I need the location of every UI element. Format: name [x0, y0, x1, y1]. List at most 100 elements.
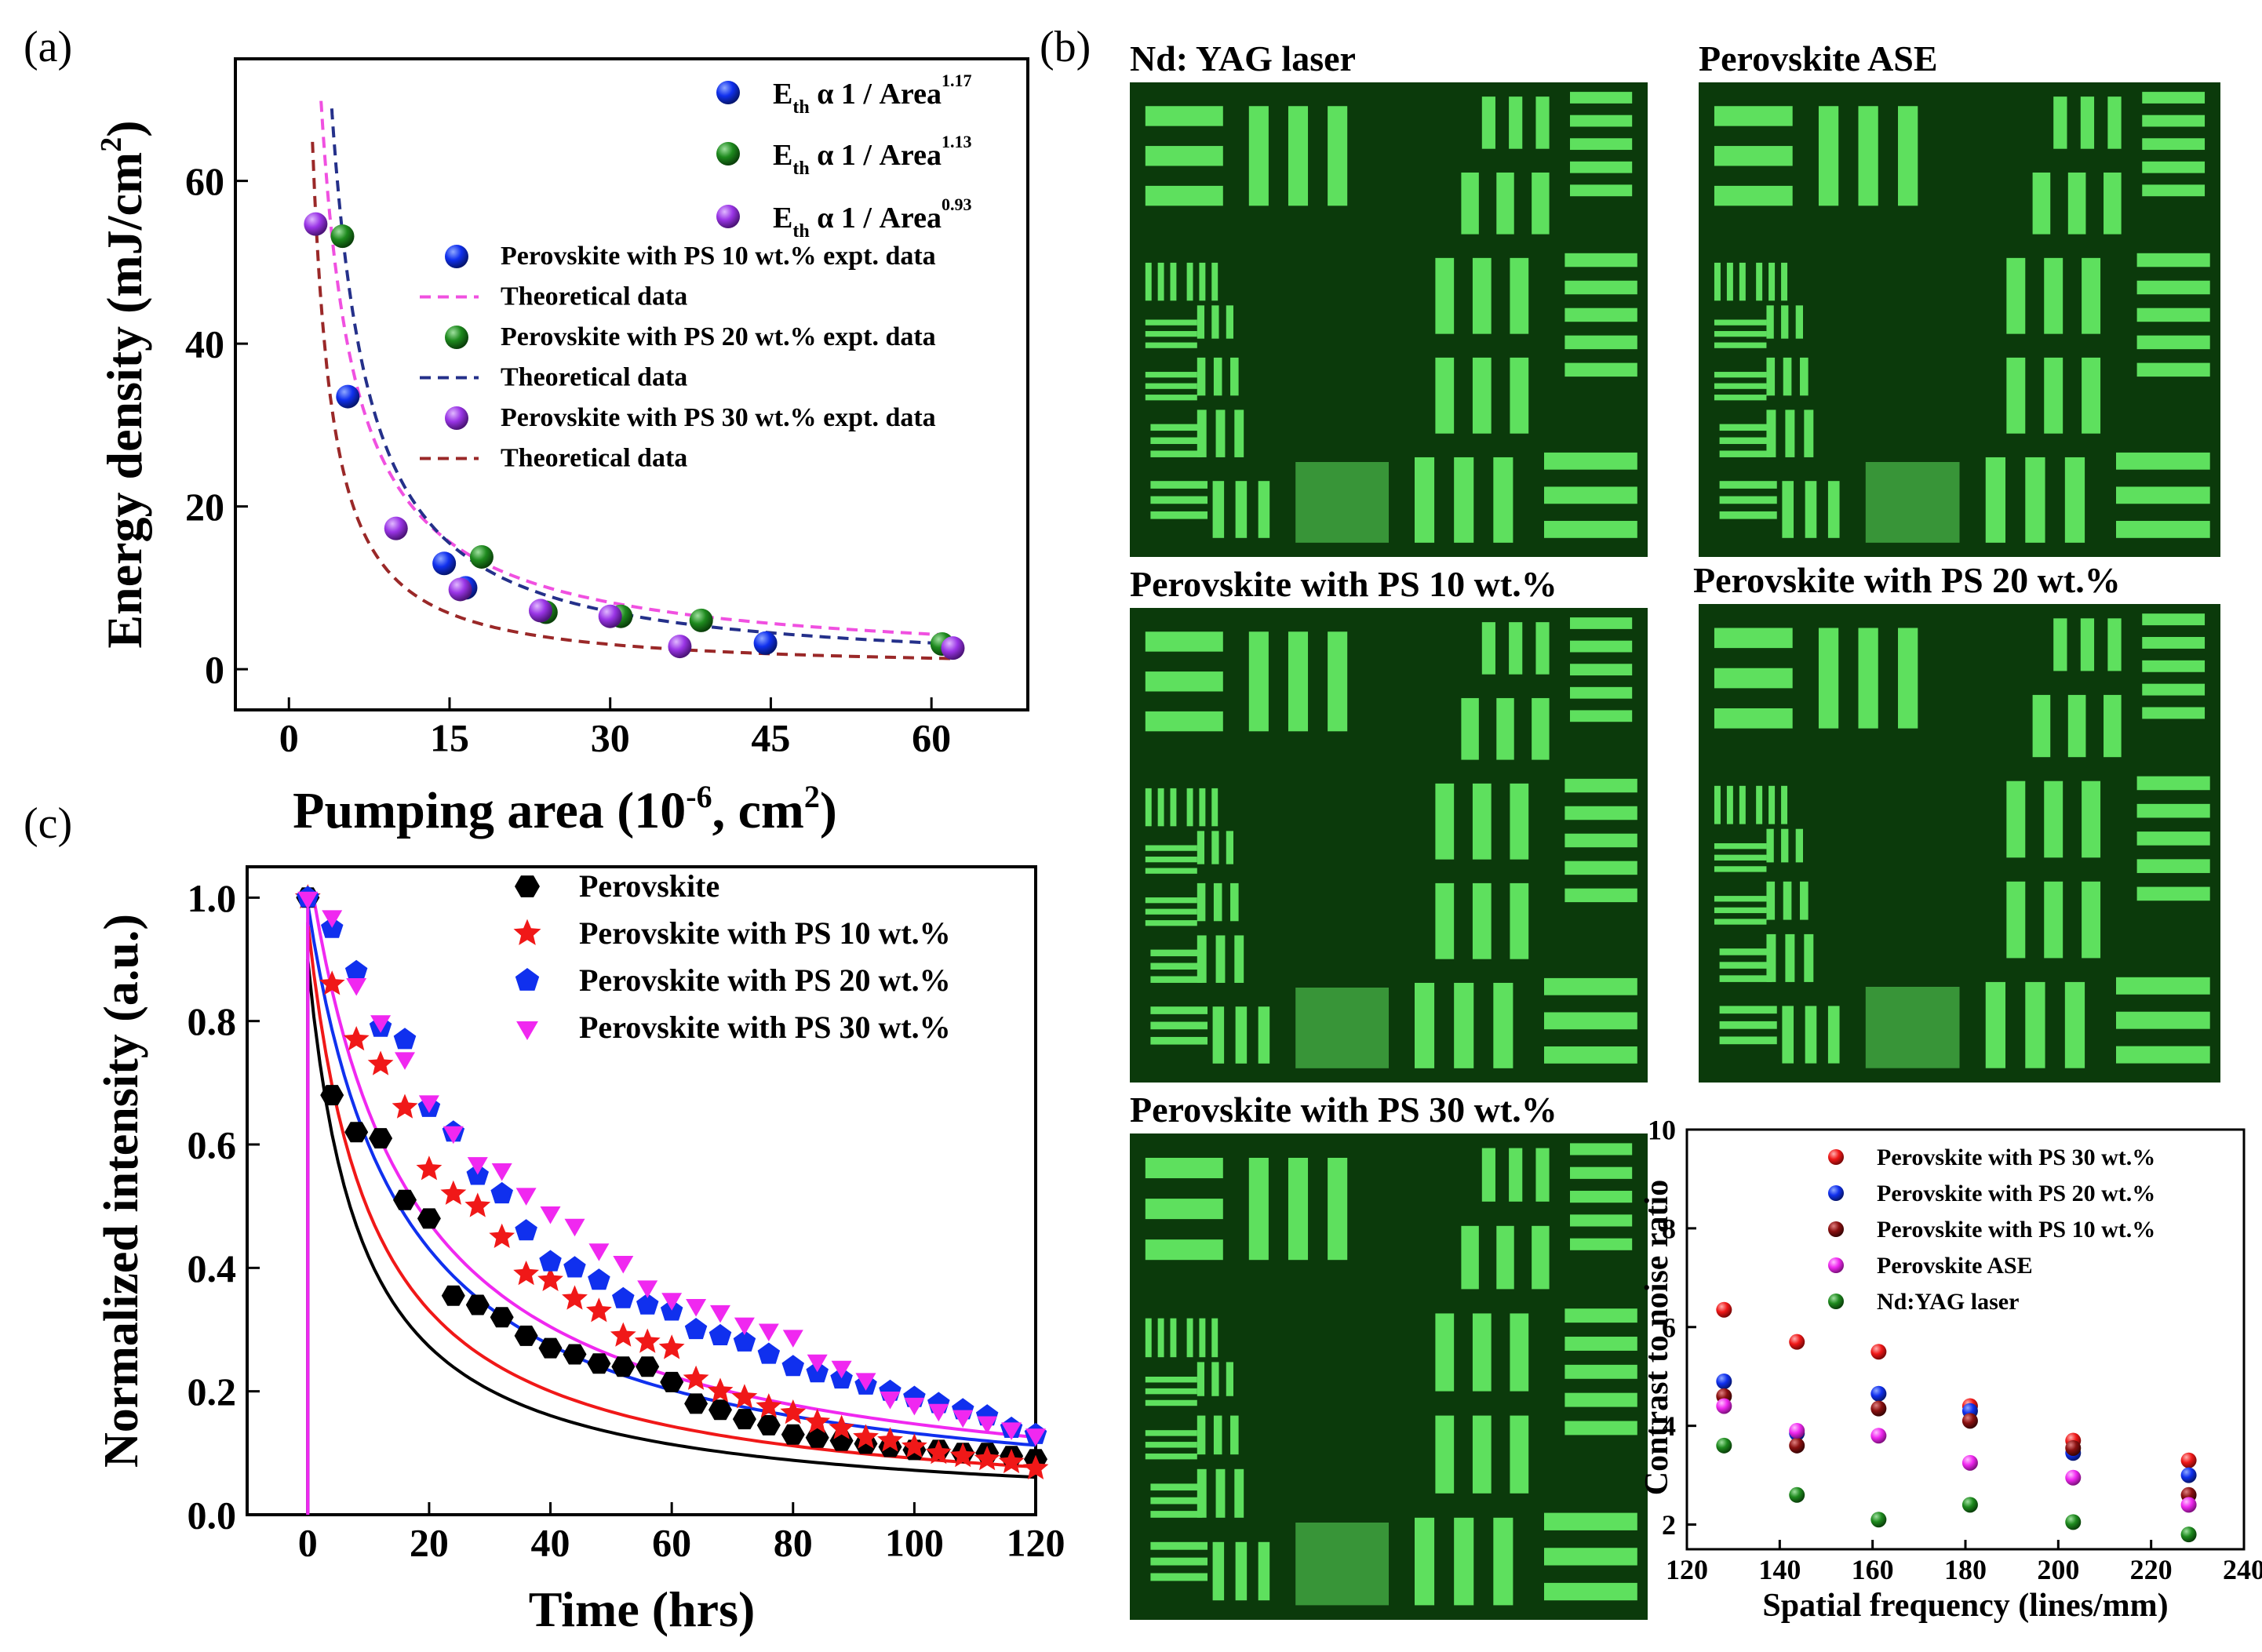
- chart-c-legend-marker: [516, 1021, 538, 1040]
- chart-cnr-legend-marker: [1828, 1221, 1844, 1237]
- target-bar: [1739, 785, 1746, 824]
- chart-a-point-blue: [753, 631, 778, 655]
- target-bar: [1714, 708, 1793, 729]
- chart-c-fit-line-black: [306, 959, 1036, 1515]
- target-bar: [1288, 106, 1309, 206]
- target-bar: [1564, 778, 1637, 793]
- chart-cnr-point-blue: [1716, 1374, 1732, 1389]
- target-bar: [1186, 262, 1193, 301]
- target-bar: [1328, 631, 1348, 732]
- target-bar: [1509, 622, 1523, 675]
- target-bar: [1544, 1582, 1637, 1601]
- target-bar: [1544, 521, 1637, 538]
- target-bar: [1570, 664, 1633, 676]
- target-bar: [1145, 857, 1197, 863]
- target-bar: [1570, 1166, 1633, 1179]
- target-bar: [1719, 962, 1772, 969]
- chart-cnr-legend-label: Perovskite with PS 20 wt.%: [1877, 1181, 2155, 1206]
- target-bar: [2142, 637, 2206, 649]
- chart-c-point-red: [416, 1155, 443, 1181]
- target-bar: [1461, 697, 1479, 760]
- target-bar: [1150, 1573, 1207, 1581]
- chart-c-point-red: [513, 1261, 539, 1286]
- target-bar: [1544, 1012, 1637, 1030]
- target-bar: [2006, 881, 2026, 959]
- target-bar: [1804, 933, 1814, 982]
- target-bar: [1145, 106, 1223, 126]
- target-bar: [1493, 982, 1513, 1068]
- chart-c-y-tick-label: 1.0: [188, 876, 237, 920]
- chart-c-y-tick-label: 0.0: [188, 1494, 237, 1537]
- chart-c-point-black: [708, 1399, 732, 1421]
- target-bar: [1768, 785, 1776, 824]
- chart-c-point-red: [780, 1399, 807, 1425]
- chart-c-point-magenta: [686, 1299, 707, 1317]
- target-bar: [1766, 828, 1774, 863]
- chart-cnr-point-green: [1870, 1512, 1887, 1528]
- chart-c-point-magenta: [831, 1360, 852, 1379]
- target-bar: [1150, 1511, 1203, 1518]
- chart-c-point-magenta: [734, 1317, 755, 1336]
- target-bar: [1145, 1158, 1223, 1179]
- chart-a-fit-marker-2: [716, 142, 740, 166]
- chart-a-point-violet: [448, 577, 472, 602]
- target-bar: [1781, 262, 1788, 301]
- chart-c-point-red: [756, 1393, 782, 1418]
- chart-c-point-magenta: [1025, 1428, 1046, 1446]
- chart-c-point-red: [464, 1192, 491, 1217]
- target-bar: [1212, 1541, 1225, 1601]
- chart-a-legend-label: Theoretical data: [501, 282, 687, 311]
- target-bar: [1454, 1517, 1474, 1606]
- chart-c-legend-label: Perovskite with PS 30 wt.%: [579, 1010, 951, 1045]
- target-square: [1865, 462, 1960, 543]
- target-bar: [1570, 184, 1633, 197]
- target-bar: [2116, 452, 2210, 470]
- target-bar: [1766, 409, 1776, 457]
- target-bar: [2053, 96, 2067, 149]
- chart-c-point-black: [344, 1122, 369, 1143]
- target-bar: [1145, 868, 1197, 874]
- target-bar: [1215, 935, 1226, 983]
- target-bar: [1145, 1399, 1197, 1406]
- chart-a-point-green: [330, 224, 355, 249]
- target-bar: [1719, 1006, 1777, 1014]
- target-bar: [2082, 881, 2101, 959]
- chart-c-point-magenta: [977, 1416, 998, 1434]
- target-bar: [1435, 357, 1455, 434]
- target-bar: [1211, 305, 1219, 339]
- chart-c-point-magenta: [297, 891, 319, 910]
- target-bar: [1199, 788, 1206, 827]
- target-bar: [2116, 521, 2210, 538]
- chart-c-legend-label: Perovskite with PS 10 wt.%: [579, 915, 951, 951]
- target-bar: [2067, 694, 2086, 758]
- target-bar: [1510, 783, 1529, 860]
- target-bar: [2142, 115, 2206, 127]
- chart-cnr-point-darkred: [1789, 1437, 1805, 1454]
- target-bar: [1827, 481, 1840, 538]
- target-bar: [1197, 409, 1207, 457]
- target-image-ase: [1699, 82, 2220, 557]
- target-bar: [1818, 628, 1839, 729]
- target-bar: [1564, 1308, 1637, 1323]
- target-bar: [2080, 618, 2095, 671]
- chart-c-point-red: [343, 1026, 370, 1051]
- chart-c-point-blue: [636, 1293, 659, 1315]
- target-bar: [1714, 262, 1721, 301]
- chart-a-point-violet: [598, 604, 622, 628]
- chart-c-point-magenta: [613, 1256, 634, 1274]
- target-bar: [1766, 881, 1776, 920]
- target-bar: [1564, 335, 1637, 350]
- chart-cnr-legend-label: Nd:YAG laser: [1877, 1289, 2019, 1315]
- chart-a-legend-label: Perovskite with PS 10 wt.% expt. data: [501, 242, 936, 271]
- chart-c-frame: [246, 865, 1037, 1516]
- target-bar: [1726, 262, 1733, 301]
- target-bar: [1230, 1415, 1239, 1455]
- chart-a-x-tick-label: 30: [591, 716, 630, 760]
- target-bar: [1150, 949, 1203, 957]
- chart-cnr-legend-label: Perovskite with PS 10 wt.%: [1877, 1217, 2155, 1243]
- chart-c-point-black: [465, 1294, 490, 1315]
- panel-label-a: (a): [24, 23, 72, 71]
- target-bar: [1781, 785, 1788, 824]
- chart-c-point-red: [853, 1424, 879, 1449]
- chart-c-point-blue: [684, 1318, 708, 1340]
